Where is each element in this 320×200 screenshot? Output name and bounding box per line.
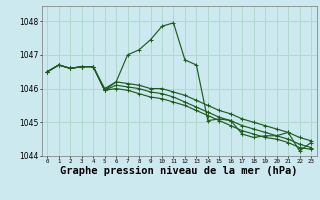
X-axis label: Graphe pression niveau de la mer (hPa): Graphe pression niveau de la mer (hPa) — [60, 166, 298, 176]
